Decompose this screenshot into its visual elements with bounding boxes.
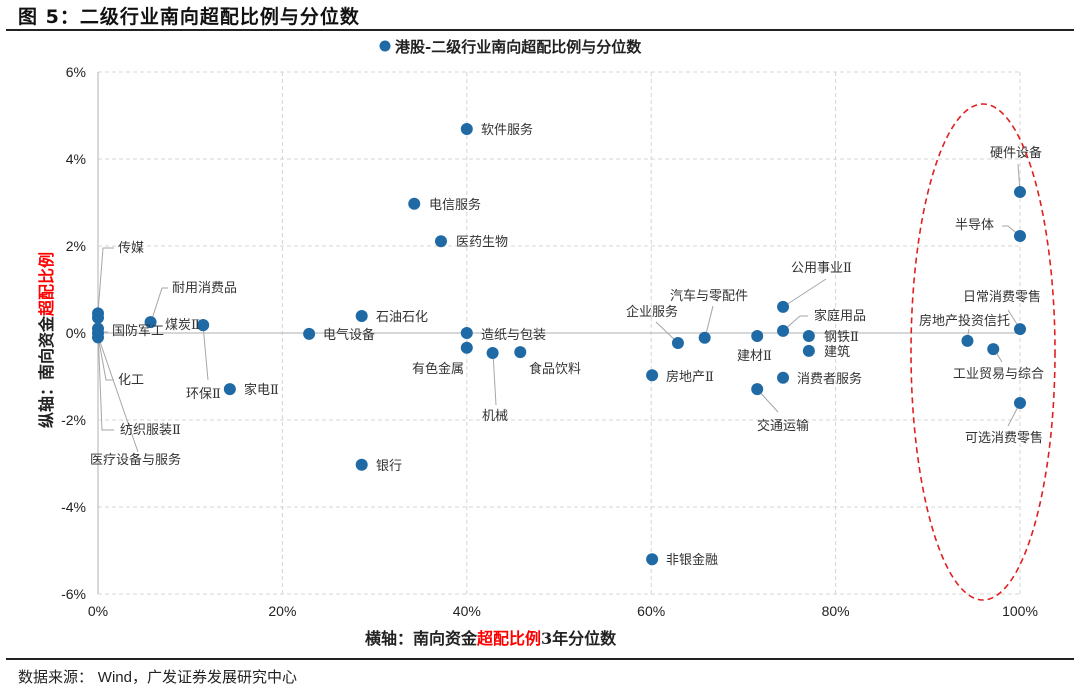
y-tick-label: 4%: [66, 151, 86, 167]
point-label: 机械: [482, 409, 508, 424]
point-label: 家庭用品: [814, 308, 866, 324]
top-rule: [6, 29, 1074, 31]
point-label: 电信服务: [429, 197, 481, 213]
point-label: 硬件设备: [990, 145, 1042, 161]
data-point: [223, 383, 236, 396]
data-point: [92, 311, 104, 324]
legend-label: 港股-二级行业南向超配比例与分位数: [395, 38, 642, 56]
point-label: 日常消费零售: [963, 289, 1041, 305]
data-point: [646, 553, 659, 566]
point-label: 医疗设备与服务: [90, 452, 181, 468]
point-label: 家电Ⅱ: [244, 382, 279, 398]
source-label: 数据来源：: [18, 668, 94, 686]
data-point: [197, 319, 210, 332]
x-tick-label: 0%: [88, 603, 108, 619]
figure-title: 图 5：二级行业南向超配比例与分位数: [18, 6, 360, 28]
leader-lines: [97, 163, 1021, 453]
point-label: 企业服务: [626, 304, 678, 320]
data-point: [777, 371, 790, 384]
bottom-rule: [6, 658, 1074, 660]
data-point: [777, 324, 790, 337]
data-point: [460, 122, 473, 135]
data-point: [646, 369, 659, 382]
data-point: [144, 316, 157, 329]
point-label: 消费者服务: [797, 371, 862, 387]
x-tick-label: 80%: [822, 603, 850, 619]
point-label: 半导体: [955, 218, 994, 233]
y-tick-label: 2%: [66, 238, 86, 254]
point-label: 房地产投资信托: [919, 313, 1010, 329]
point-label: 医药生物: [456, 235, 508, 250]
point-label: 造纸与包装: [481, 328, 546, 343]
point-label: 建筑: [824, 344, 850, 360]
highlight-ellipse: [910, 103, 1056, 601]
point-label: 银行: [376, 459, 402, 474]
data-point: [802, 344, 815, 357]
x-tick-label: 20%: [268, 603, 296, 619]
data-point: [408, 197, 421, 210]
data-point: [751, 383, 764, 396]
point-label: 食品饮料: [529, 361, 581, 377]
y-tick-label: -2%: [61, 412, 86, 428]
point-label: 传媒: [118, 241, 144, 256]
data-point: [751, 330, 764, 343]
data-point: [460, 341, 473, 354]
x-tick-label: 40%: [453, 603, 481, 619]
data-point: [1014, 229, 1026, 242]
data-point: [1014, 323, 1026, 336]
data-points: [92, 122, 1026, 566]
y-tick-label: -6%: [61, 586, 86, 602]
data-point: [92, 331, 104, 344]
point-label: 煤炭Ⅱ: [165, 318, 200, 333]
point-label: 钢铁Ⅱ: [824, 330, 859, 345]
point-label: 电气设备: [323, 327, 375, 343]
data-point: [1014, 186, 1026, 199]
point-label: 公用事业Ⅱ: [791, 261, 852, 276]
data-point: [434, 235, 447, 248]
data-point: [486, 347, 499, 360]
point-label: 汽车与零配件: [670, 288, 748, 304]
point-label: 国防军工: [112, 323, 164, 339]
data-point: [961, 334, 974, 347]
data-point: [1014, 397, 1026, 410]
data-point: [514, 346, 527, 359]
x-tick-label: 100%: [1002, 603, 1038, 619]
point-label: 纺织服装Ⅱ: [120, 423, 181, 438]
point-label: 工业贸易与综合: [953, 367, 1044, 382]
point-label: 化工: [118, 373, 144, 388]
data-point: [802, 330, 815, 343]
source-text: Wind，广发证券发展研究中心: [97, 669, 297, 686]
x-tick-label: 60%: [637, 603, 665, 619]
point-label: 建材Ⅱ: [737, 349, 772, 364]
data-point: [671, 337, 684, 350]
data-point: [303, 327, 316, 340]
axes: [97, 72, 1020, 594]
point-label: 石油石化: [376, 310, 428, 325]
y-axis-title: 纵轴：南向资金超配比例: [37, 252, 56, 428]
data-point: [355, 310, 368, 323]
source-note: 数据来源： Wind，广发证券发展研究中心: [18, 666, 297, 687]
x-axis-title: 横轴：南向资金超配比例3年分位数: [365, 629, 617, 648]
point-label: 可选消费零售: [965, 430, 1043, 446]
legend: 港股-二级行业南向超配比例与分位数: [379, 38, 642, 56]
data-point: [460, 327, 473, 339]
legend-marker-icon: [379, 40, 391, 52]
point-label: 软件服务: [481, 122, 533, 138]
point-label: 有色金属: [412, 361, 464, 377]
data-point: [777, 300, 790, 313]
y-tick-label: -4%: [61, 499, 86, 515]
data-point: [355, 458, 368, 471]
data-point: [987, 343, 1000, 356]
tick-labels: 0% 20% 40% 60% 80% 100% 6% 4% 2% 0% -2% -4% -6%: [61, 64, 1038, 619]
y-tick-label: 0%: [66, 325, 86, 341]
point-label: 非银金融: [666, 552, 718, 568]
point-label: 环保Ⅱ: [186, 387, 221, 402]
data-point: [698, 331, 711, 344]
point-label: 交通运输: [757, 418, 809, 434]
point-label: 耐用消费品: [172, 281, 237, 296]
point-label: 房地产Ⅱ: [666, 369, 714, 385]
y-tick-label: 6%: [66, 64, 86, 80]
